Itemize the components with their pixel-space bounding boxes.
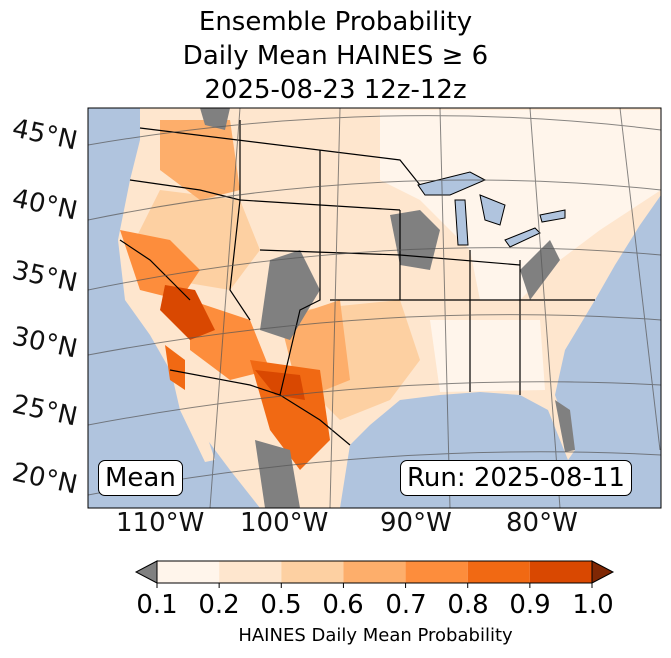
region-rockies-low <box>260 250 320 340</box>
colorbar-bin-4 <box>405 561 468 583</box>
lon-label-90: 90°W <box>380 508 452 538</box>
colorbar-bin-3 <box>343 561 406 583</box>
colorbar-extend-high <box>591 560 615 584</box>
cb-tick-5: 0.8 <box>447 590 489 620</box>
region-florida-low <box>555 400 575 452</box>
cb-tick-3: 0.6 <box>322 590 364 620</box>
region-northwest <box>160 120 240 200</box>
lake-michigan <box>454 199 469 246</box>
colorbar-bin-2 <box>281 561 344 583</box>
lon-label-80: 80°W <box>506 508 578 538</box>
map-frame <box>87 107 662 509</box>
region-appalachian-low <box>520 240 560 300</box>
region-canada-low <box>200 108 230 130</box>
title-line-2: Daily Mean HAINES ≥ 6 <box>182 41 489 71</box>
lake-ontario <box>539 209 566 223</box>
lon-label-110: 110°W <box>116 508 205 538</box>
cb-tick-1: 0.2 <box>198 590 240 620</box>
run-label: Run: 2025-08-11 <box>400 460 632 496</box>
lake-erie <box>504 227 541 248</box>
colorbar-bin-6 <box>529 561 592 583</box>
title-line-3: 2025-08-23 12z-12z <box>204 75 467 105</box>
cb-tick-7: 1.0 <box>572 590 614 620</box>
region-northeast <box>380 110 661 300</box>
borders <box>119 120 595 446</box>
cb-tick-4: 0.7 <box>385 590 427 620</box>
region-colorado-river <box>160 285 215 340</box>
region-mexico-low <box>255 440 300 508</box>
title-line-1: Ensemble Probability <box>198 7 473 37</box>
colorbar-bin-5 <box>467 561 530 583</box>
region-big-bend <box>255 370 305 400</box>
cb-tick-2: 0.5 <box>260 590 302 620</box>
region-nevada <box>120 230 200 300</box>
colorbar-extend-low <box>134 560 158 584</box>
colorbar-label: HAINES Daily Mean Probability <box>238 625 513 646</box>
region-southeast <box>430 320 545 392</box>
colorbar-bin-1 <box>219 561 282 583</box>
region-baja-north <box>165 345 185 390</box>
lake-huron <box>479 194 506 226</box>
cb-tick-0: 0.1 <box>136 590 178 620</box>
colorbar-frame <box>156 560 593 584</box>
graticule <box>88 108 661 508</box>
cb-tick-6: 0.9 <box>509 590 551 620</box>
colorbar-bin-0 <box>157 561 220 583</box>
lake-superior <box>417 171 487 196</box>
lon-label-100: 100°W <box>240 508 329 538</box>
colorbar <box>134 560 615 588</box>
stat-label: Mean <box>98 460 183 496</box>
